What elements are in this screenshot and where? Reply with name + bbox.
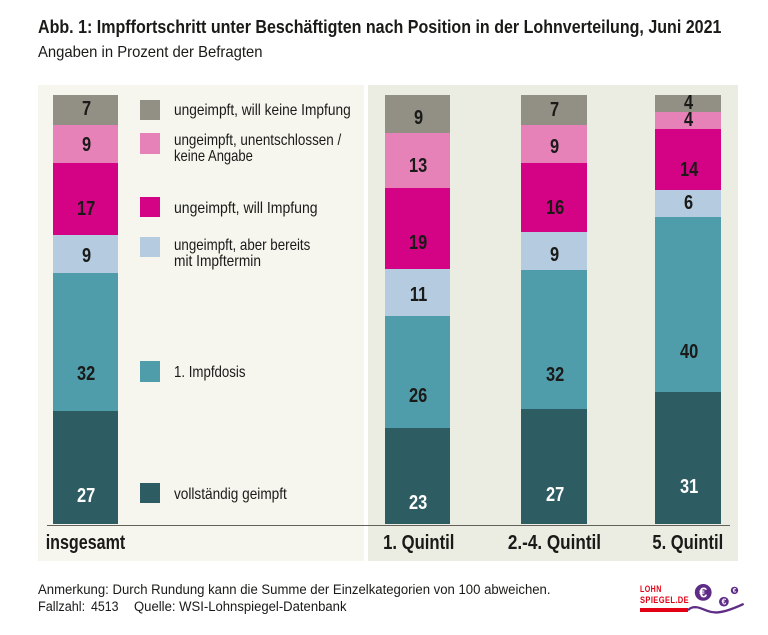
svg-text:€: €: [733, 588, 737, 595]
svg-text:€: €: [699, 585, 707, 601]
svg-text:€: €: [722, 597, 727, 607]
